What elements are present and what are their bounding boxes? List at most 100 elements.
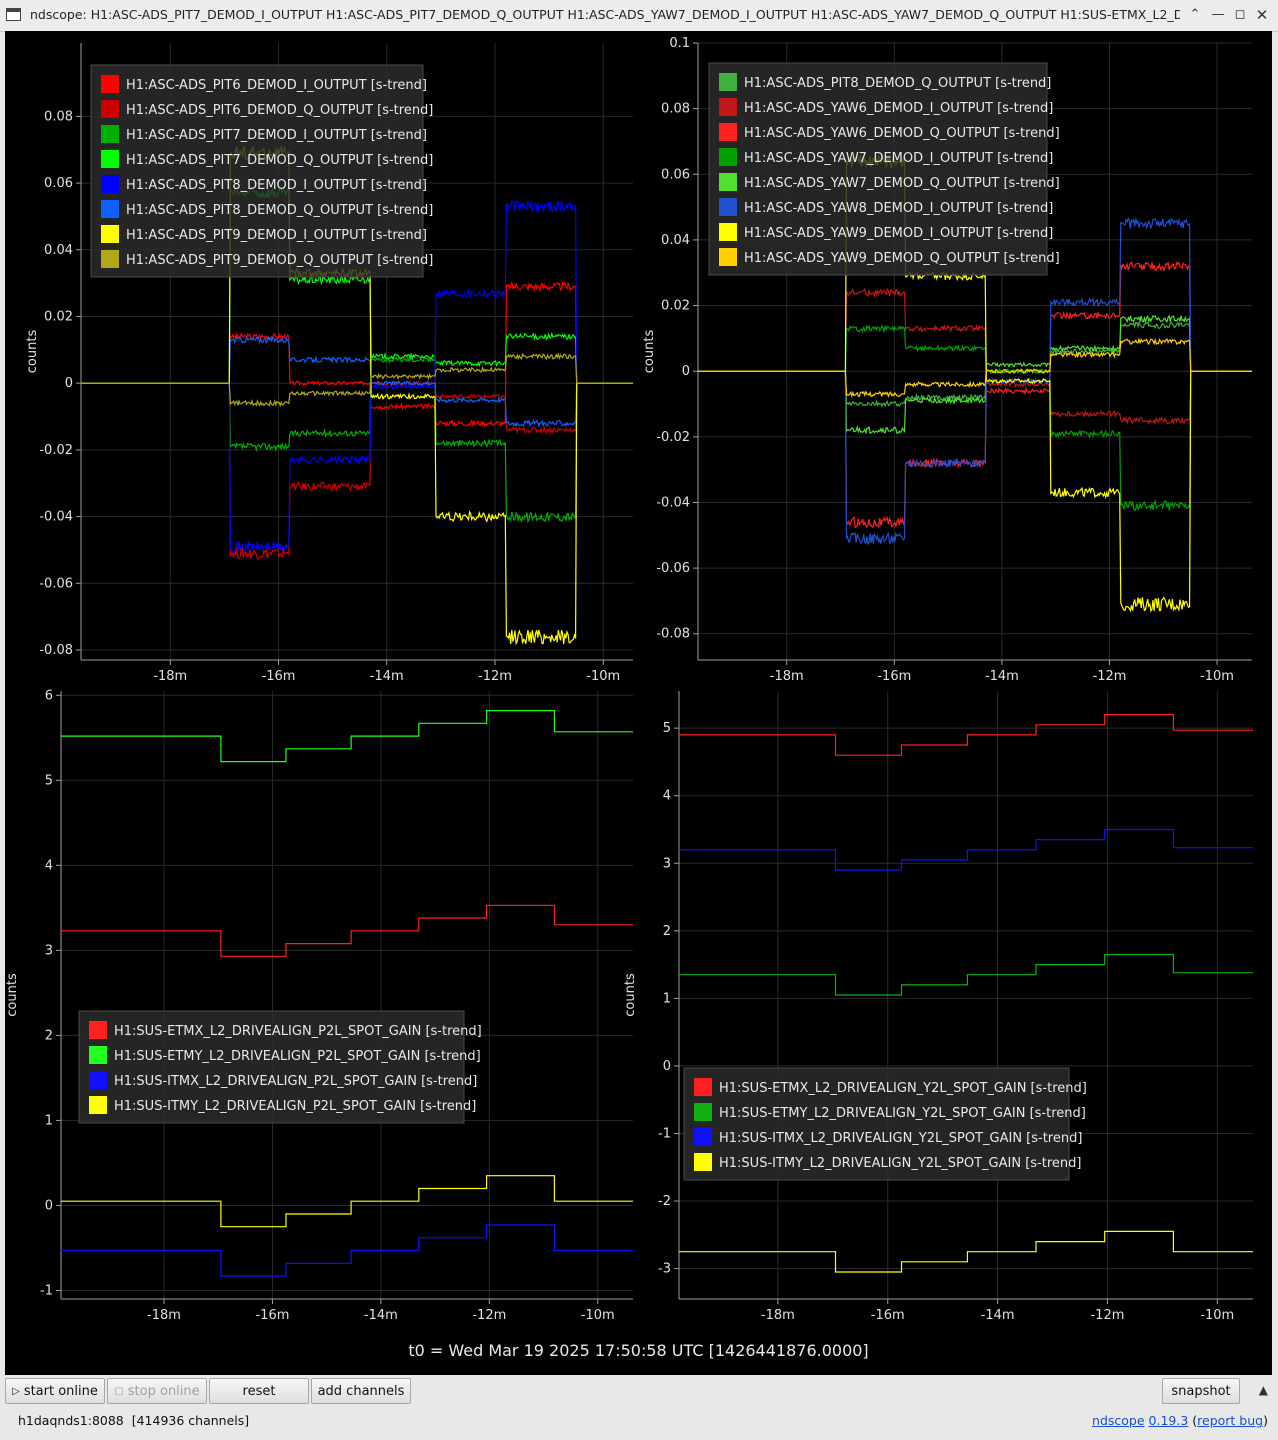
legend-entry[interactable]: H1:SUS-ETMX_L2_DRIVEALIGN_Y2L_SPOT_GAIN … bbox=[719, 1081, 1087, 1096]
x-tick-label: -12m bbox=[1093, 669, 1127, 684]
legend-swatch bbox=[101, 200, 119, 218]
minimize-icon[interactable]: — bbox=[1211, 7, 1225, 22]
legend-entry[interactable]: H1:ASC-ADS_PIT8_DEMOD_Q_OUTPUT [s-trend] bbox=[126, 203, 433, 218]
legend-swatch bbox=[694, 1128, 712, 1146]
legend-entry[interactable]: H1:ASC-ADS_PIT7_DEMOD_I_OUTPUT [s-trend] bbox=[126, 128, 427, 143]
legend[interactable]: H1:SUS-ETMX_L2_DRIVEALIGN_Y2L_SPOT_GAIN … bbox=[683, 1067, 1087, 1181]
legend-entry[interactable]: H1:SUS-ETMX_L2_DRIVEALIGN_P2L_SPOT_GAIN … bbox=[114, 1024, 482, 1039]
legend-swatch bbox=[719, 123, 737, 141]
series-trace bbox=[61, 1224, 633, 1277]
legend-entry[interactable]: H1:SUS-ITMX_L2_DRIVEALIGN_Y2L_SPOT_GAIN … bbox=[719, 1131, 1082, 1146]
legend-entry[interactable]: H1:ASC-ADS_PIT6_DEMOD_Q_OUTPUT [s-trend] bbox=[126, 103, 433, 118]
x-tick-label: -10m bbox=[1200, 669, 1234, 684]
stop-icon: ▢ bbox=[114, 1385, 124, 1397]
legend-entry[interactable]: H1:SUS-ETMY_L2_DRIVEALIGN_Y2L_SPOT_GAIN … bbox=[719, 1106, 1086, 1121]
legend-entry[interactable]: H1:ASC-ADS_YAW6_DEMOD_I_OUTPUT [s-trend] bbox=[744, 101, 1053, 116]
plot-panel[interactable]: -18m -16m -14m -12m -10m -1 0 1 2 3 4 5 6 counts H1:SU… bbox=[5, 688, 633, 1323]
legend-swatch bbox=[101, 175, 119, 193]
legend-entry[interactable]: H1:ASC-ADS_PIT8_DEMOD_I_OUTPUT [s-trend] bbox=[126, 178, 427, 193]
version-link[interactable]: 0.19.3 bbox=[1148, 1413, 1189, 1428]
x-tick-label: -14m bbox=[370, 669, 404, 684]
legend-swatch bbox=[719, 223, 737, 241]
add-channels-button[interactable]: add channels bbox=[311, 1378, 411, 1404]
report-bug-link[interactable]: report bug bbox=[1197, 1413, 1264, 1428]
y-tick-label: 0.06 bbox=[44, 176, 73, 191]
series-trace bbox=[61, 709, 633, 763]
y-tick-label: -0.08 bbox=[656, 627, 690, 642]
start-online-button[interactable]: ▷ start online bbox=[5, 1378, 105, 1404]
legend-entry[interactable]: H1:ASC-ADS_YAW7_DEMOD_Q_OUTPUT [s-trend] bbox=[744, 176, 1060, 191]
y-tick-label: 0 bbox=[663, 1059, 671, 1074]
expand-toolbar-chevron-up-icon[interactable]: ▲ bbox=[1258, 1383, 1268, 1397]
legend-swatch bbox=[89, 1046, 107, 1064]
legend-entry[interactable]: H1:ASC-ADS_PIT9_DEMOD_I_OUTPUT [s-trend] bbox=[126, 228, 427, 243]
y-tick-label: 0.04 bbox=[661, 233, 690, 248]
legend-swatch bbox=[89, 1071, 107, 1089]
plot-panel[interactable]: -18m -16m -14m -12m -10m -3 -2 -1 0 1 2 3 4 5 counts H1… bbox=[623, 691, 1253, 1323]
legend-entry[interactable]: H1:ASC-ADS_PIT6_DEMOD_I_OUTPUT [s-trend] bbox=[126, 78, 427, 93]
series-trace bbox=[698, 324, 1252, 512]
y-tick-label: 2 bbox=[663, 924, 671, 939]
legend-entry[interactable]: H1:ASC-ADS_YAW7_DEMOD_I_OUTPUT [s-trend] bbox=[744, 151, 1053, 166]
x-tick-label: -14m bbox=[985, 669, 1019, 684]
legend[interactable]: H1:ASC-ADS_PIT6_DEMOD_I_OUTPUT [s-trend]… bbox=[90, 64, 433, 278]
legend-swatch bbox=[719, 73, 737, 91]
y-tick-label: -1 bbox=[658, 1126, 671, 1141]
ndscope-link[interactable]: ndscope bbox=[1092, 1413, 1145, 1428]
legend-swatch bbox=[694, 1078, 712, 1096]
chevron-up-icon[interactable]: ⌃ bbox=[1189, 7, 1201, 22]
y-tick-label: 0.08 bbox=[661, 102, 690, 117]
plot-panel[interactable]: -18m -16m -14m -12m -10m -0.08 -0.06 -0.04 -0.02… bbox=[25, 43, 633, 684]
status-bar: h1daqnds1:8088 [414936 channels] ndscope… bbox=[0, 1406, 1278, 1440]
legend-entry[interactable]: H1:ASC-ADS_PIT8_DEMOD_Q_OUTPUT [s-trend] bbox=[744, 76, 1051, 91]
legend-entry[interactable]: H1:ASC-ADS_YAW9_DEMOD_I_OUTPUT [s-trend] bbox=[744, 226, 1053, 241]
legend-swatch bbox=[101, 100, 119, 118]
legend-entry[interactable]: H1:ASC-ADS_PIT9_DEMOD_Q_OUTPUT [s-trend] bbox=[126, 253, 433, 268]
series-trace bbox=[679, 828, 1253, 871]
legend-entry[interactable]: H1:SUS-ETMY_L2_DRIVEALIGN_P2L_SPOT_GAIN … bbox=[114, 1049, 481, 1064]
legend-entry[interactable]: H1:ASC-ADS_YAW9_DEMOD_Q_OUTPUT [s-trend] bbox=[744, 251, 1060, 266]
plot-panel[interactable]: -18m -16m -14m -12m -10m -0.08 -0.06 -0.04 -0.02… bbox=[642, 36, 1252, 684]
legend-entry[interactable]: H1:SUS-ITMY_L2_DRIVEALIGN_P2L_SPOT_GAIN … bbox=[114, 1099, 476, 1114]
reset-button[interactable]: reset bbox=[209, 1378, 309, 1404]
legend[interactable]: H1:ASC-ADS_PIT8_DEMOD_Q_OUTPUT [s-trend]… bbox=[708, 62, 1060, 276]
x-tick-label: -18m bbox=[147, 1308, 181, 1323]
series-trace bbox=[81, 280, 633, 428]
x-tick-label: -14m bbox=[981, 1308, 1015, 1323]
legend[interactable]: H1:SUS-ETMX_L2_DRIVEALIGN_P2L_SPOT_GAIN … bbox=[78, 1010, 482, 1124]
legend-entry[interactable]: H1:ASC-ADS_YAW8_DEMOD_I_OUTPUT [s-trend] bbox=[744, 201, 1053, 216]
legend-entry[interactable]: H1:ASC-ADS_PIT7_DEMOD_Q_OUTPUT [s-trend] bbox=[126, 153, 433, 168]
y-tick-label: -3 bbox=[658, 1262, 671, 1277]
window-title: ndscope: H1:ASC-ADS_PIT7_DEMOD_I_OUTPUT … bbox=[30, 7, 1180, 22]
y-tick-label: -0.02 bbox=[656, 430, 690, 445]
legend-entry[interactable]: H1:ASC-ADS_YAW6_DEMOD_Q_OUTPUT [s-trend] bbox=[744, 126, 1060, 141]
legend-entry[interactable]: H1:SUS-ITMY_L2_DRIVEALIGN_Y2L_SPOT_GAIN … bbox=[719, 1156, 1081, 1171]
snapshot-button[interactable]: snapshot bbox=[1162, 1378, 1240, 1404]
legend-box bbox=[90, 64, 424, 278]
server-info: h1daqnds1:8088 [414936 channels] bbox=[18, 1413, 249, 1428]
y-tick-label: 0.06 bbox=[661, 167, 690, 182]
legend-swatch bbox=[89, 1096, 107, 1114]
legend-swatch bbox=[101, 75, 119, 93]
x-tick-label: -12m bbox=[478, 669, 512, 684]
legend-box bbox=[683, 1067, 1070, 1181]
y-tick-label: 6 bbox=[45, 688, 53, 703]
y-tick-label: -0.04 bbox=[39, 510, 73, 525]
t0-label: t0 = Wed Mar 19 2025 17:50:58 UTC [14264… bbox=[408, 1341, 869, 1360]
x-tick-label: -14m bbox=[364, 1308, 398, 1323]
y-axis-label: counts bbox=[5, 973, 20, 1017]
x-tick-label: -18m bbox=[153, 669, 187, 684]
server-address: h1daqnds1:8088 bbox=[18, 1413, 124, 1428]
legend-entry[interactable]: H1:SUS-ITMX_L2_DRIVEALIGN_P2L_SPOT_GAIN … bbox=[114, 1074, 477, 1089]
maximize-icon[interactable]: ◻ bbox=[1234, 7, 1246, 22]
plots-canvas: -18m -16m -14m -12m -10m -0.08 -0.06 -0.04 -0.02… bbox=[5, 36, 1253, 1323]
legend-swatch bbox=[719, 248, 737, 266]
y-tick-label: 0.04 bbox=[44, 243, 73, 258]
title-bar: ndscope: H1:ASC-ADS_PIT7_DEMOD_I_OUTPUT … bbox=[0, 0, 1278, 32]
close-icon[interactable]: ✕ bbox=[1255, 6, 1269, 24]
x-tick-label: -10m bbox=[581, 1308, 615, 1323]
legend-swatch bbox=[694, 1103, 712, 1121]
y-tick-label: 0.1 bbox=[669, 36, 690, 51]
y-tick-label: -0.06 bbox=[39, 576, 73, 591]
stop-online-button[interactable]: ▢ stop online bbox=[107, 1378, 207, 1404]
